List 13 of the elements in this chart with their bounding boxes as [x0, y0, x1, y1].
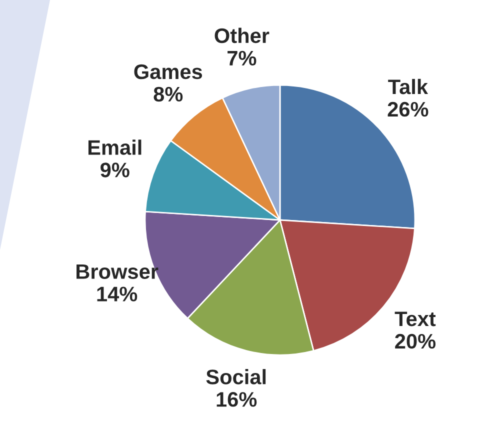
data-label: 9%: [100, 162, 130, 178]
slice-label: Email: [88, 140, 142, 155]
data-label: 8%: [154, 86, 183, 102]
data-label: 14%: [97, 286, 138, 302]
slice-label: Games: [134, 64, 202, 80]
slice-label: Text: [394, 312, 436, 326]
data-label: 26%: [388, 102, 428, 117]
data-label: 16%: [216, 392, 257, 407]
slice-label: Talk: [388, 78, 428, 94]
slice-label: Social: [206, 369, 266, 384]
data-label: 7%: [228, 50, 256, 66]
data-label: 20%: [395, 334, 436, 349]
slice-label: Other: [214, 28, 270, 44]
